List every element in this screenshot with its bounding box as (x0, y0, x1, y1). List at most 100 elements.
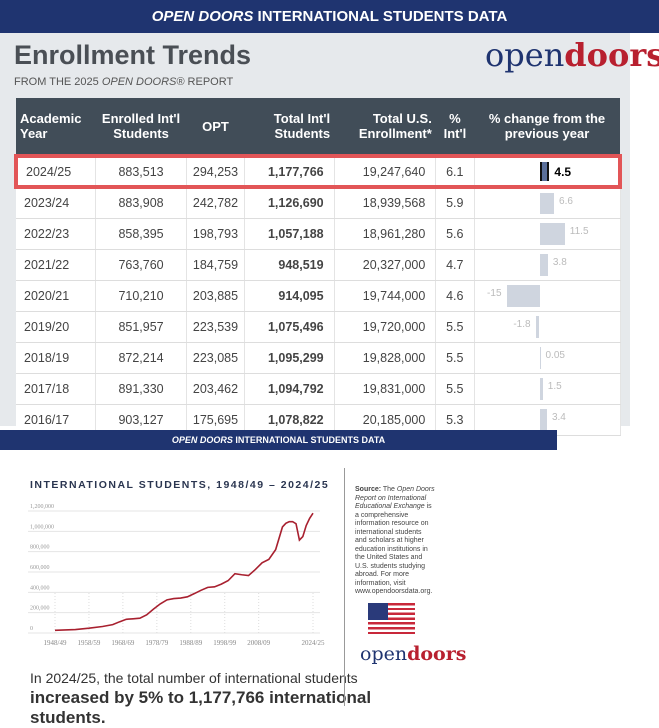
change-label: -1.8 (513, 318, 531, 330)
column-header: Enrolled Int'l Students (95, 98, 187, 156)
enrollment-table: Academic Year Enrolled Int'l Students OPT T… (14, 98, 622, 436)
table-cell: 19,247,640 (334, 154, 437, 189)
table-cell: 851,957 (95, 311, 187, 343)
sub-pre: FROM THE 2025 (14, 76, 102, 88)
claim-pre: In 2024/25, the total number of internat… (30, 670, 358, 686)
sub-em: OPEN DOORS® (101, 76, 185, 88)
change-bar-cell: 0.05 (474, 342, 621, 374)
table-row: 2020/21 710,210 203,885 914,095 19,744,000 4.… (16, 280, 621, 312)
table-row: 2022/23 858,395 198,793 1,057,188 18,961,280… (16, 218, 621, 250)
table-cell: 203,462 (186, 373, 246, 405)
banner-text: INTERNATIONAL STUDENTS DATA (232, 435, 386, 445)
table-cell: 1,094,792 (244, 373, 335, 405)
change-bar (539, 162, 550, 181)
x-tick-label: 1988/89 (179, 639, 202, 647)
change-bar (539, 408, 547, 431)
table-cell: 1,177,766 (244, 154, 335, 189)
change-bar (539, 253, 548, 276)
table-cell: 1,057,188 (244, 218, 335, 250)
opendoors-logo-small: opendoors (360, 643, 466, 665)
y-tick-label: 800,000 (30, 545, 50, 551)
opendoors-logo: opendoors (485, 36, 659, 74)
change-label: 3.8 (552, 256, 567, 268)
y-tick-label: 0 (30, 626, 33, 632)
table-cell: 883,908 (95, 187, 187, 219)
x-tick-label: 1968/69 (111, 639, 134, 647)
table-cell: 948,519 (244, 249, 335, 281)
table-cell: 4.6 (435, 280, 475, 312)
table-cell: 5.5 (435, 342, 475, 374)
table-cell: 4.7 (435, 249, 475, 281)
table-cell: 223,539 (186, 311, 246, 343)
column-header: Total U.S. Enrollment* (334, 98, 436, 156)
change-bar-cell: 6.6 (474, 187, 621, 219)
x-tick-label: 2008/09 (247, 639, 270, 647)
enrollment-trends-panel: OPEN DOORS INTERNATIONAL STUDENTS DATA E… (0, 0, 659, 436)
change-bar (539, 193, 555, 214)
table-cell: 710,210 (95, 280, 187, 312)
column-header: % change from the previous year (474, 98, 620, 156)
change-bar-cell: 1.5 (474, 373, 621, 405)
logo-a: open (485, 36, 565, 74)
source-label: Source: (355, 486, 382, 493)
banner-em: OPEN DOORS (171, 435, 233, 445)
change-label: 3.4 (551, 411, 566, 423)
change-label: 0.05 (545, 349, 565, 361)
x-tick-label: 1958/59 (77, 639, 100, 647)
table-cell: 2019/20 (16, 311, 97, 343)
line-chart: 0 200,000 400,000 600,000 800,000 1,000,000 1,… (28, 504, 325, 647)
table-row: 2023/24 883,908 242,782 1,126,690 18,939,568… (16, 187, 621, 219)
table-row: 2017/18 891,330 203,462 1,094,792 19,831,000… (16, 373, 621, 405)
table-cell: 2021/22 (16, 249, 97, 281)
column-header: Total Int'l Students (244, 98, 335, 156)
change-label: 11.5 (569, 225, 589, 237)
page-title: Enrollment Trends (14, 40, 252, 70)
change-bar-cell: 4.5 (474, 154, 622, 189)
sub-post: REPORT (184, 76, 234, 88)
x-tick-label: 1998/99 (213, 639, 236, 647)
table-cell: 5.9 (435, 187, 475, 219)
table-cell: 242,782 (186, 187, 246, 219)
change-bar-cell: -15 (474, 280, 621, 312)
table-cell: 763,760 (95, 249, 187, 281)
change-bar-cell: 3.8 (474, 249, 621, 281)
change-bar (535, 315, 540, 338)
table-cell: 20,327,000 (334, 249, 437, 281)
divider (344, 468, 345, 706)
table-cell: 19,720,000 (334, 311, 437, 343)
y-tick-label: 600,000 (30, 565, 50, 571)
source-em: Open Doors Report on International Educa… (355, 486, 435, 510)
table-cell: 2024/25 (14, 154, 97, 189)
change-bar-cell: 11.5 (474, 218, 621, 250)
table-cell: 18,961,280 (334, 218, 437, 250)
claim-bold: increased by 5% to 1,177,766 internation… (30, 688, 372, 727)
table-cell: 19,831,000 (334, 373, 437, 405)
table-cell: 858,395 (95, 218, 187, 250)
table-row: 2019/20 851,957 223,539 1,075,496 19,720,000… (16, 311, 621, 343)
table-cell: 1,095,299 (244, 342, 335, 374)
y-tick-label: 1,000,000 (30, 524, 54, 530)
x-tick-label: 1978/79 (145, 639, 168, 647)
table-cell: 203,885 (186, 280, 246, 312)
table-cell: 1,075,496 (244, 311, 335, 343)
table-cell: 5.5 (435, 311, 475, 343)
column-header: OPT (186, 98, 245, 156)
banner-text: INTERNATIONAL STUDENTS DATA (253, 8, 508, 25)
table-cell: 5.5 (435, 373, 475, 405)
table-row: 2018/19 872,214 223,085 1,095,299 19,828,000… (16, 342, 621, 374)
table-cell: 19,744,000 (334, 280, 437, 312)
column-header: Academic Year (16, 98, 96, 156)
change-bar (539, 377, 543, 400)
change-label: 4.5 (554, 165, 572, 179)
banner-em: OPEN DOORS (151, 8, 254, 25)
source-post: is a comprehensive information resource … (355, 503, 433, 595)
change-bar-cell: -1.8 (474, 311, 621, 343)
y-tick-label: 200,000 (30, 606, 50, 612)
change-label: -15 (487, 287, 502, 299)
table-cell: 2022/23 (16, 218, 97, 250)
table-cell: 294,253 (186, 154, 246, 189)
x-tick-label: 2024/25 (302, 639, 325, 647)
bottom-banner: OPEN DOORS INTERNATIONAL STUDENTS DATA (0, 430, 557, 450)
table-row: 2021/22 763,760 184,759 948,519 20,327,000 4.… (16, 249, 621, 281)
change-label: 6.6 (559, 196, 573, 207)
